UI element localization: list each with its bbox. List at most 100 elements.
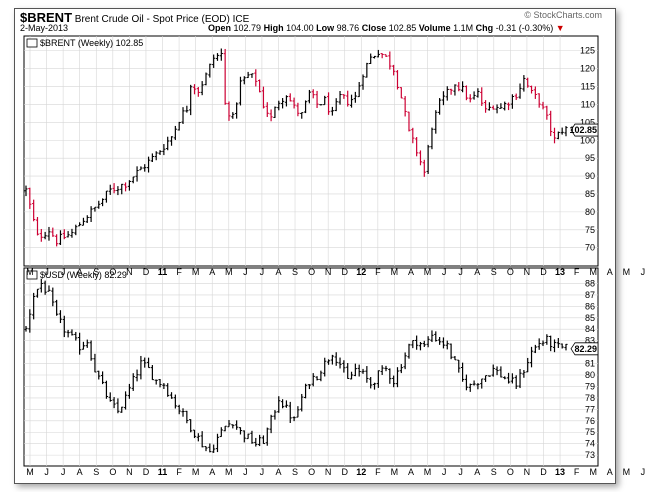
ohlc-bar — [560, 343, 564, 349]
ohlc-bar — [522, 75, 526, 92]
high-value: 104.00 — [286, 23, 314, 33]
ohlc-bar — [66, 329, 70, 338]
ohlc-bar — [445, 340, 449, 350]
y-tick-label: 78 — [585, 393, 595, 403]
ohlc-bar — [526, 77, 530, 88]
panel-border — [23, 267, 599, 467]
ohlc-bar — [185, 105, 189, 113]
ohlc-bar — [219, 48, 223, 61]
ohlc-bar — [146, 156, 151, 173]
y-tick-label: 75 — [585, 225, 595, 235]
ohlc-bar — [403, 96, 407, 117]
x-tick-label: M — [26, 467, 34, 477]
ohlc-bar — [564, 343, 568, 351]
ohlc-bar — [177, 121, 181, 131]
ohlc-bar — [123, 391, 128, 410]
ohlc-bar — [323, 95, 327, 106]
last-value-marker — [570, 342, 599, 356]
ohlc-bar — [464, 374, 469, 391]
ohlc-bar — [51, 227, 55, 237]
y-tick-label: 84 — [585, 324, 595, 334]
ohlc-bar — [78, 222, 82, 227]
x-tick-label: A — [275, 267, 281, 277]
ohlc-bar — [231, 424, 235, 429]
x-tick-label: M — [225, 467, 233, 477]
ohlc-bar — [173, 394, 177, 409]
ohlc-bar — [468, 94, 472, 103]
y-tick-label: 110 — [581, 99, 595, 109]
ohlc-bar — [215, 53, 220, 61]
ohlc-bar — [365, 62, 369, 78]
ohlc-bar — [338, 357, 342, 369]
y-tick-label: 80 — [585, 207, 595, 217]
ohlc-bar — [472, 91, 476, 100]
ohlc-bar — [192, 429, 197, 439]
ohlc-bar — [476, 383, 480, 390]
ohlc-bar — [441, 337, 446, 349]
x-tick-label: J — [260, 467, 265, 477]
ohlc-bar — [491, 105, 495, 110]
ohlc-bar — [154, 151, 158, 161]
ohlc-bar — [158, 379, 162, 388]
x-tick-label: N — [126, 467, 133, 477]
ohlc-bar — [449, 343, 453, 360]
watermark[interactable]: © StockCharts.com — [524, 10, 602, 20]
ohlc-bar — [208, 63, 212, 78]
x-tick-label: 11 — [158, 467, 168, 477]
ohlc-bar — [510, 373, 514, 384]
ohlc-bar — [24, 325, 28, 332]
ohlc-bar — [334, 352, 338, 366]
ohlc-bar — [227, 101, 231, 121]
ohlc-bar — [246, 71, 250, 79]
ohlc-bar — [223, 425, 227, 432]
low-value: 98.76 — [336, 23, 360, 33]
ohlc-bar — [392, 64, 396, 76]
x-tick-label: J — [641, 267, 645, 277]
volume-label: Volume — [418, 23, 451, 33]
ohlc-bar — [135, 166, 139, 182]
high-label: High — [263, 23, 284, 33]
ohlc-bar — [315, 376, 319, 381]
ohlc-bar — [273, 410, 277, 420]
ohlc-bar — [200, 431, 204, 448]
x-tick-label: A — [209, 267, 215, 277]
ohlc-bar — [460, 81, 465, 93]
chg-down-arrow-icon: ▼ — [555, 23, 565, 33]
ohlc-bar — [189, 84, 193, 116]
x-tick-label: S — [93, 467, 99, 477]
ohlc-bar — [300, 112, 304, 119]
x-tick-label: M — [623, 267, 631, 277]
ohlc-bar — [330, 106, 334, 116]
ohlc-bar — [495, 104, 499, 114]
ohlc-bar — [338, 90, 342, 105]
x-tick-label: O — [308, 467, 315, 477]
ohlc-bar — [143, 357, 147, 368]
x-tick-label: A — [275, 467, 281, 477]
ohlc-bar — [143, 164, 147, 172]
ohlc-bar — [139, 166, 143, 171]
ohlc-bar — [361, 368, 365, 374]
ohlc-bar — [288, 93, 292, 102]
ohlc-bar — [369, 53, 373, 65]
ohlc-bar — [242, 430, 246, 443]
ohlc-bar — [418, 150, 423, 166]
y-tick-label: 75 — [585, 427, 595, 437]
ohlc-bar — [541, 340, 545, 347]
ohlc-bar — [85, 339, 89, 348]
ohlc-bar — [380, 53, 384, 59]
ohlc-bar — [284, 400, 289, 408]
x-tick-label: J — [44, 267, 49, 277]
ohlc-bar — [196, 433, 200, 442]
ohlc-bar — [541, 101, 545, 110]
ohlc-bar — [411, 127, 415, 144]
ohlc-bar — [150, 153, 154, 163]
x-tick-label: 12 — [356, 467, 366, 477]
ohlc-bar — [28, 309, 32, 333]
ohlc-bar — [219, 427, 223, 438]
ohlc-bar — [277, 396, 281, 413]
y-tick-label: 85 — [585, 313, 595, 323]
x-tick-label: J — [61, 267, 66, 277]
ohlc-bar — [549, 335, 553, 352]
ohlc-bar — [430, 330, 434, 343]
open-value: 102.79 — [233, 23, 262, 33]
